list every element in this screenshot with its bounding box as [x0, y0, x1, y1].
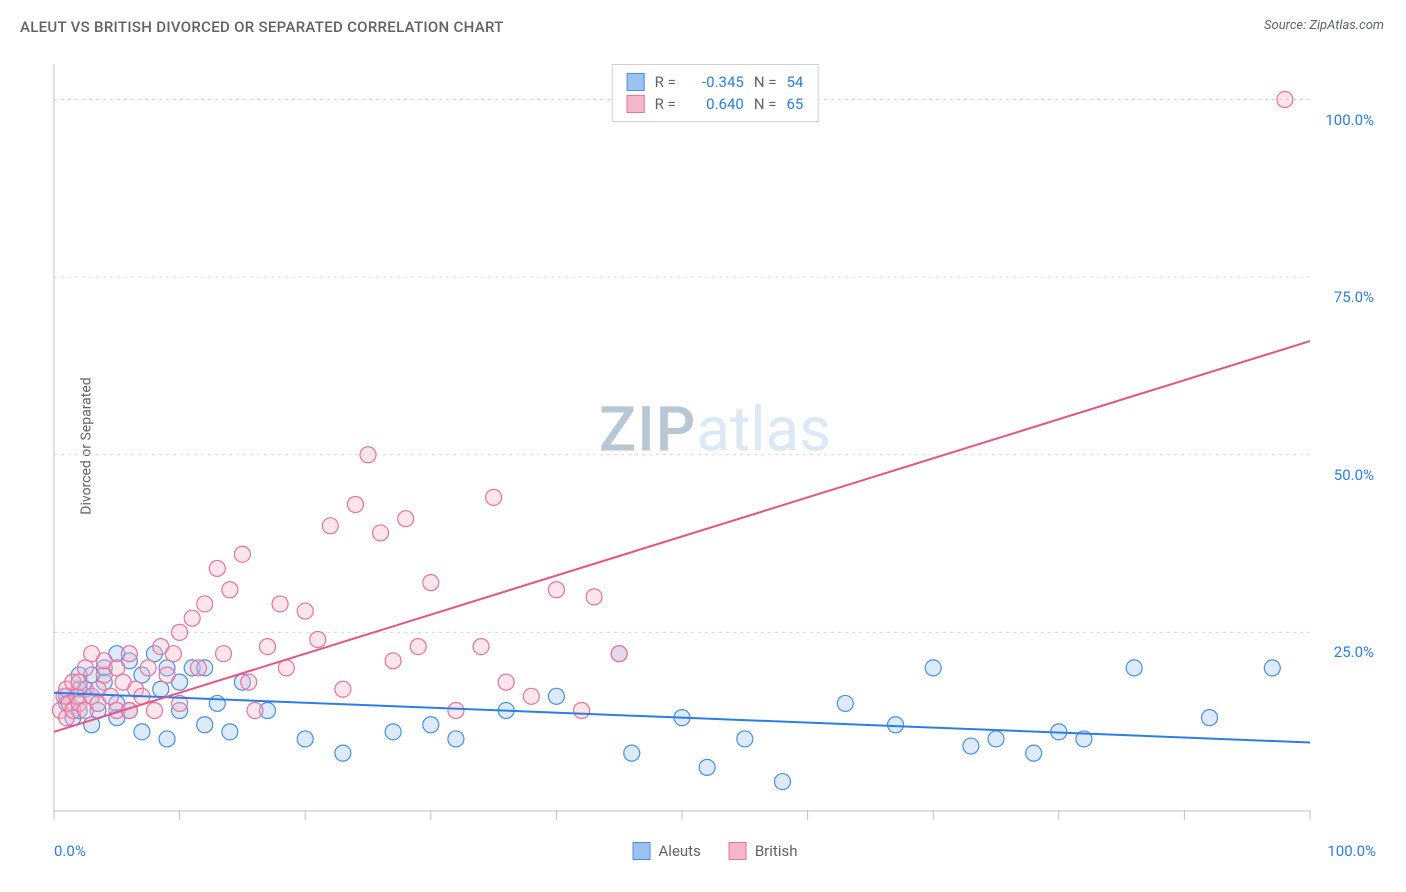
x-tick-min: 0.0%: [54, 842, 86, 860]
plot-area: ZIPatlas R = -0.345 N = 54 R = 0.640 N =…: [50, 60, 1380, 830]
legend-correlation: R = -0.345 N = 54 R = 0.640 N = 65: [612, 64, 819, 122]
swatch-british-icon: [729, 842, 747, 860]
legend-item-british: British: [729, 842, 798, 860]
n-value-aleuts: 54: [786, 73, 803, 91]
r-value-aleuts: -0.345: [686, 73, 744, 91]
source-label: Source: ZipAtlas.com: [1264, 18, 1384, 33]
swatch-british: [627, 95, 645, 113]
chart-title: ALEUT VS BRITISH DIVORCED OR SEPARATED C…: [20, 18, 504, 36]
legend-series: Aleuts British: [633, 842, 798, 860]
n-label: N =: [754, 95, 777, 113]
r-label: R =: [655, 95, 676, 113]
legend-label-aleuts: Aleuts: [659, 842, 701, 860]
legend-item-aleuts: Aleuts: [633, 842, 701, 860]
legend-row-aleuts: R = -0.345 N = 54: [627, 71, 804, 93]
n-label: N =: [754, 73, 777, 91]
legend-row-british: R = 0.640 N = 65: [627, 93, 804, 115]
legend-label-british: British: [755, 842, 798, 860]
swatch-aleuts: [627, 73, 645, 91]
r-label: R =: [655, 73, 676, 91]
x-tick-max: 100.0%: [1327, 842, 1376, 860]
n-value-british: 65: [786, 95, 803, 113]
scatter-chart: [50, 60, 1380, 830]
r-value-british: 0.640: [686, 95, 744, 113]
swatch-aleuts-icon: [633, 842, 651, 860]
